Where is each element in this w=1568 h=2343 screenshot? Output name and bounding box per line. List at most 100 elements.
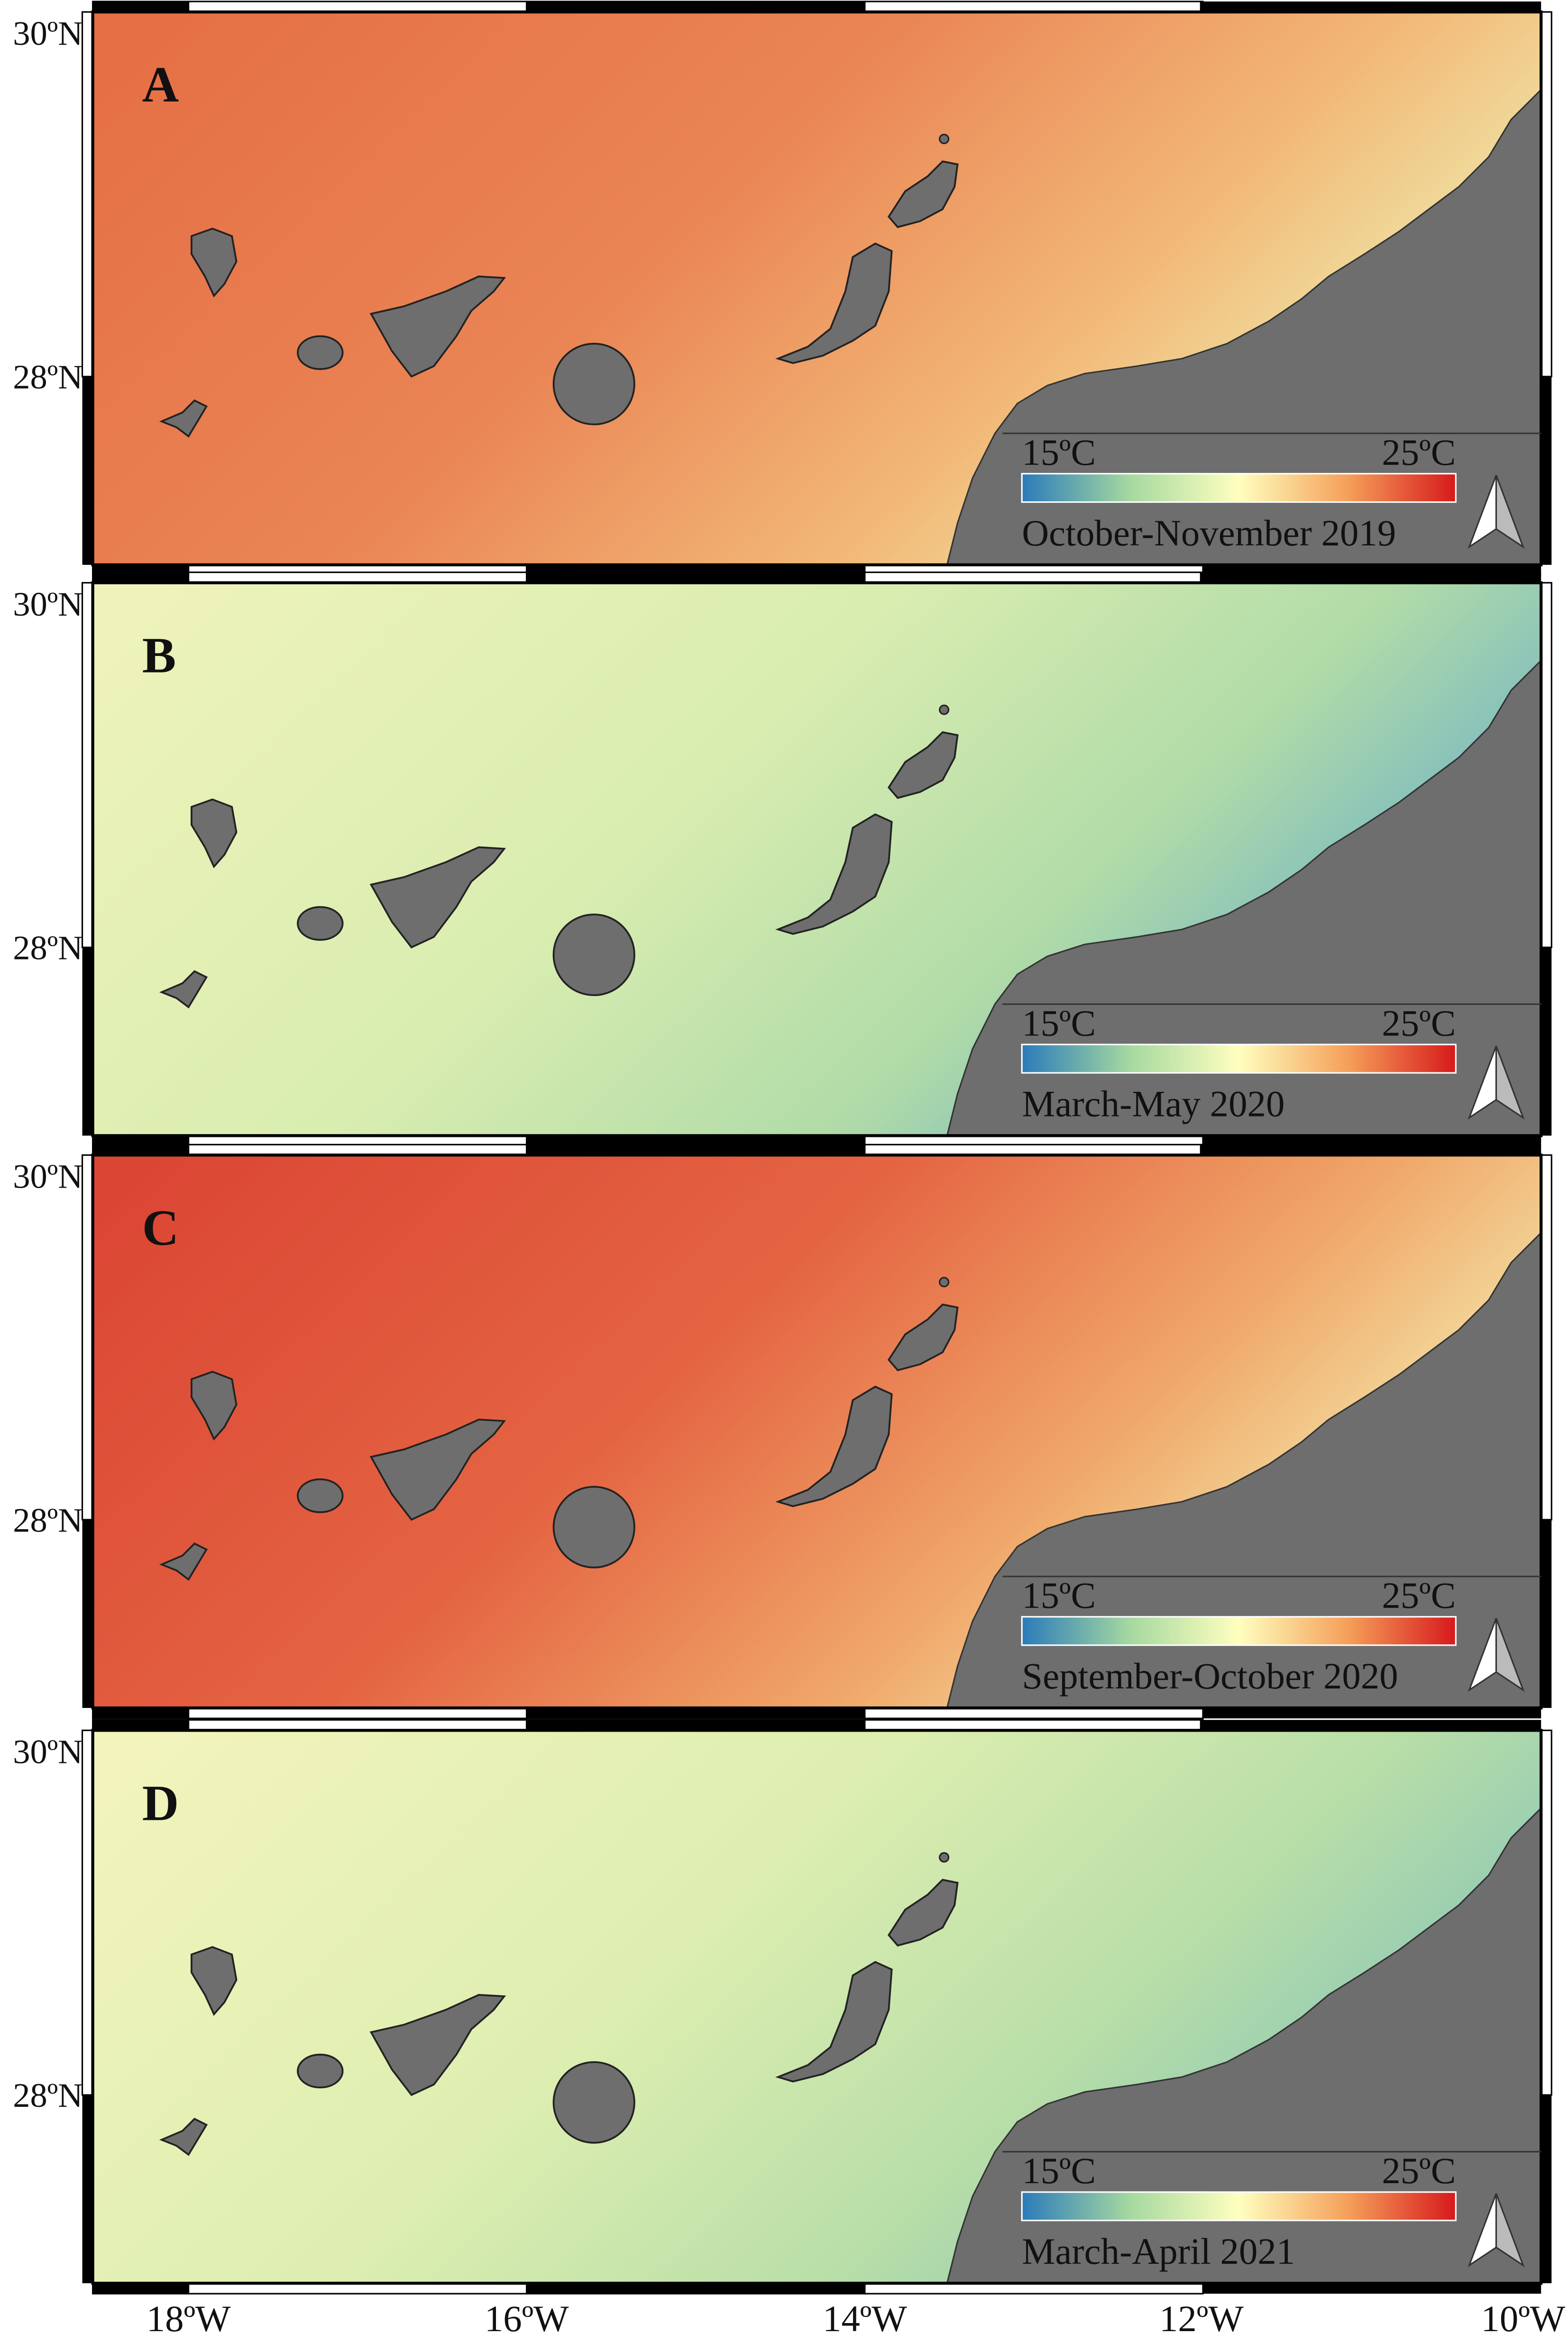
island bbox=[369, 275, 506, 378]
frame-strip bbox=[1540, 1729, 1552, 2096]
island bbox=[888, 1303, 959, 1372]
island bbox=[191, 1946, 238, 2016]
island bbox=[369, 846, 506, 949]
frame-strip bbox=[81, 1154, 94, 1521]
frame-strip bbox=[81, 582, 94, 948]
frame-strip bbox=[864, 1719, 1204, 1731]
longitude-label: 12ºW bbox=[1159, 2298, 1244, 2340]
frame-strip bbox=[1200, 572, 1541, 583]
colorbar-max-label: 25ºC bbox=[1382, 432, 1456, 473]
period-label: March-April 2021 bbox=[1022, 2231, 1295, 2272]
island bbox=[159, 399, 208, 438]
latitude-label: 28ºN bbox=[13, 929, 83, 967]
latitude-label: 28ºN bbox=[13, 2076, 83, 2114]
island bbox=[888, 160, 959, 229]
frame-strip bbox=[526, 1719, 866, 1731]
longitude-label: 18ºW bbox=[147, 2298, 231, 2340]
island bbox=[888, 731, 959, 799]
colorbar bbox=[1021, 473, 1457, 503]
colorbar bbox=[1021, 2191, 1457, 2222]
map-border bbox=[91, 10, 1543, 567]
frame-strip bbox=[864, 0, 1204, 13]
panel-letter: B bbox=[142, 627, 176, 684]
longitude-label: 16ºW bbox=[485, 2298, 569, 2340]
island bbox=[369, 1994, 506, 2096]
map-border bbox=[91, 1153, 1543, 1710]
frame-strip bbox=[81, 11, 94, 378]
latitude-label: 30ºN bbox=[13, 585, 83, 623]
frame-strip bbox=[92, 1719, 190, 1731]
island bbox=[888, 1879, 959, 1947]
colorbar-max-label: 25ºC bbox=[1382, 1003, 1456, 1044]
frame-strip bbox=[92, 1707, 190, 1719]
north-arrow bbox=[1495, 475, 1525, 549]
frame-strip bbox=[526, 0, 866, 13]
frame-strip bbox=[864, 1707, 1204, 1719]
frame-strip bbox=[92, 2282, 190, 2295]
frame-strip bbox=[526, 2282, 866, 2295]
frame-strip bbox=[81, 1729, 94, 2096]
frame-strip bbox=[82, 376, 93, 565]
frame-strip bbox=[864, 1144, 1204, 1156]
frame-strip bbox=[1540, 11, 1552, 378]
island bbox=[775, 242, 893, 364]
island bbox=[552, 1485, 635, 1568]
north-arrow bbox=[1495, 2193, 1525, 2268]
island bbox=[159, 970, 208, 1009]
map-panel: 15ºC 25ºC March-May 2020 B bbox=[91, 581, 1543, 1137]
latitude-label: 30ºN bbox=[13, 14, 83, 53]
colorbar-min-label: 15ºC bbox=[1022, 1575, 1096, 1616]
colorbar-min-label: 15ºC bbox=[1022, 2150, 1096, 2192]
colorbar-min-label: 15ºC bbox=[1022, 1003, 1096, 1044]
north-arrow bbox=[1495, 1618, 1525, 1692]
island bbox=[191, 1371, 238, 1441]
frame-strip bbox=[1200, 1720, 1541, 1731]
colorbar-max-label: 25ºC bbox=[1382, 2150, 1456, 2192]
frame-strip bbox=[864, 572, 1204, 584]
latitude-label: 30ºN bbox=[13, 1733, 83, 1771]
frame-strip bbox=[1541, 376, 1552, 565]
frame-strip bbox=[188, 0, 528, 13]
frame-strip bbox=[188, 1719, 528, 1731]
island bbox=[939, 133, 950, 145]
frame-strip bbox=[1541, 2095, 1552, 2283]
frame-strip bbox=[92, 1144, 190, 1156]
frame-strip bbox=[92, 572, 190, 584]
map-panel: 15ºC 25ºC March-April 2021 D bbox=[91, 1729, 1543, 2285]
period-label: October-November 2019 bbox=[1022, 513, 1396, 554]
frame-strip bbox=[1200, 1, 1541, 12]
latitude-label: 28ºN bbox=[13, 358, 83, 396]
frame-strip bbox=[82, 2095, 93, 2283]
frame-strip bbox=[526, 1144, 866, 1156]
period-label: September-October 2020 bbox=[1022, 1656, 1398, 1697]
island bbox=[369, 1419, 506, 1521]
frame-strip bbox=[1200, 2283, 1541, 2294]
colorbar bbox=[1021, 1616, 1457, 1646]
frame-strip bbox=[188, 572, 528, 584]
longitude-label: 10ºW bbox=[1481, 2298, 1565, 2340]
island bbox=[297, 1478, 344, 1513]
panel-letter: A bbox=[142, 56, 179, 113]
panel-letter: D bbox=[142, 1775, 179, 1831]
map-panel: 15ºC 25ºC October-November 2019 A bbox=[91, 10, 1543, 567]
panel-letter: C bbox=[142, 1199, 179, 1256]
african-coast bbox=[946, 88, 1542, 566]
island bbox=[775, 1961, 893, 2083]
frame-strip bbox=[1200, 1708, 1541, 1719]
island bbox=[297, 2054, 344, 2089]
colorbar-min-label: 15ºC bbox=[1022, 432, 1096, 473]
island bbox=[939, 1277, 950, 1288]
african-coast bbox=[946, 1231, 1542, 1709]
frame-strip bbox=[82, 1520, 93, 1708]
frame-strip bbox=[92, 0, 190, 13]
latitude-label: 28ºN bbox=[13, 1501, 83, 1539]
map-panel: 15ºC 25ºC September-October 2020 C bbox=[91, 1153, 1543, 1710]
island bbox=[191, 798, 238, 868]
frame-strip bbox=[1541, 947, 1552, 1136]
frame-strip bbox=[1540, 1154, 1552, 1521]
island bbox=[775, 813, 893, 935]
island bbox=[552, 342, 635, 425]
map-border bbox=[91, 581, 1543, 1137]
